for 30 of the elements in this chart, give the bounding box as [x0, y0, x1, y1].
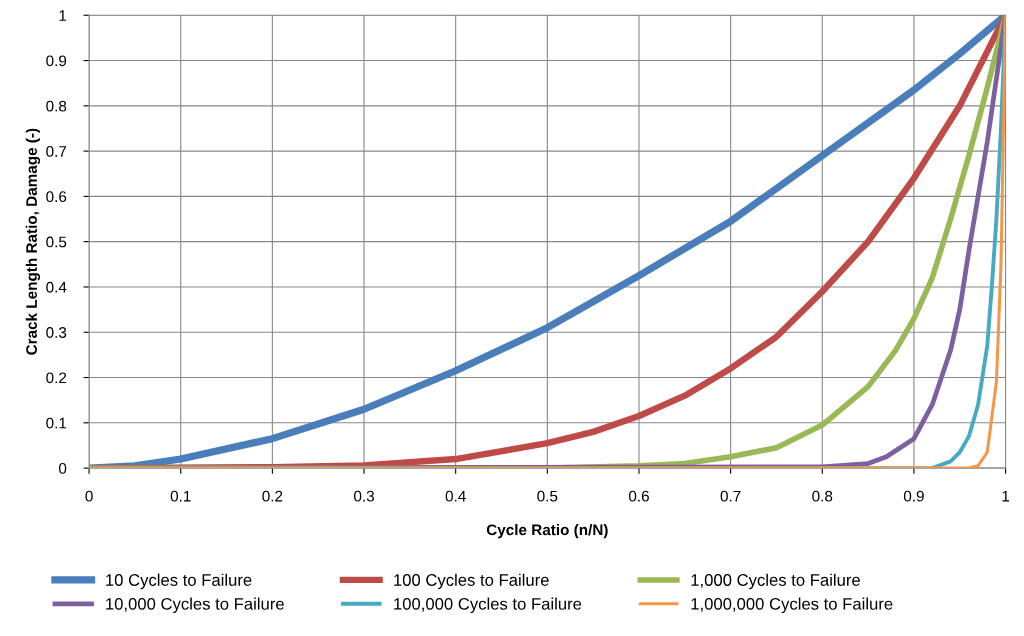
x-tick-label: 0.7	[720, 490, 741, 502]
legend-label: 1,000,000 Cycles to Failure	[691, 597, 893, 614]
x-tick-label: 0.5	[537, 490, 558, 502]
x-tick-label: 0.6	[628, 490, 649, 502]
legend-label: 10,000 Cycles to Failure	[106, 597, 284, 614]
x-tick-label: 0.1	[170, 490, 191, 502]
y-tick-label: 0.6	[46, 191, 67, 203]
x-tick-label: 1	[1002, 490, 1010, 502]
legend-label: 100,000 Cycles to Failure	[394, 597, 582, 614]
x-tick-label: 0.8	[812, 490, 833, 502]
y-tick-label: 0.9	[46, 55, 67, 67]
y-axis-title: Crack Length Ratio, Damage (-)	[25, 128, 41, 355]
y-tick-label: 0.7	[46, 145, 67, 157]
y-tick-label: 1	[59, 10, 67, 21]
x-tick-label: 0	[85, 490, 93, 502]
y-tick-label: 0	[58, 462, 67, 474]
y-tick-label: 0.4	[46, 281, 67, 293]
y-tick-label: 0.5	[46, 236, 67, 248]
legend-label: 100 Cycles to Failure	[394, 573, 549, 590]
x-tick-label: 0.4	[445, 490, 466, 502]
y-tick-label: 0.2	[46, 372, 67, 384]
y-tick-label: 0.1	[46, 417, 67, 429]
x-tick-label: 0.3	[354, 490, 374, 502]
y-tick-label: 0.3	[46, 327, 67, 338]
y-tick-label: 0.8	[46, 100, 67, 112]
x-axis-title: Cycle Ratio (n/N)	[486, 524, 608, 539]
x-tick-label: 0.2	[262, 490, 283, 502]
legend-label: 1,000 Cycles to Failure	[691, 573, 860, 590]
legend-label: 10 Cycles to Failure	[106, 573, 252, 590]
x-tick-label: 0.9	[903, 490, 924, 502]
